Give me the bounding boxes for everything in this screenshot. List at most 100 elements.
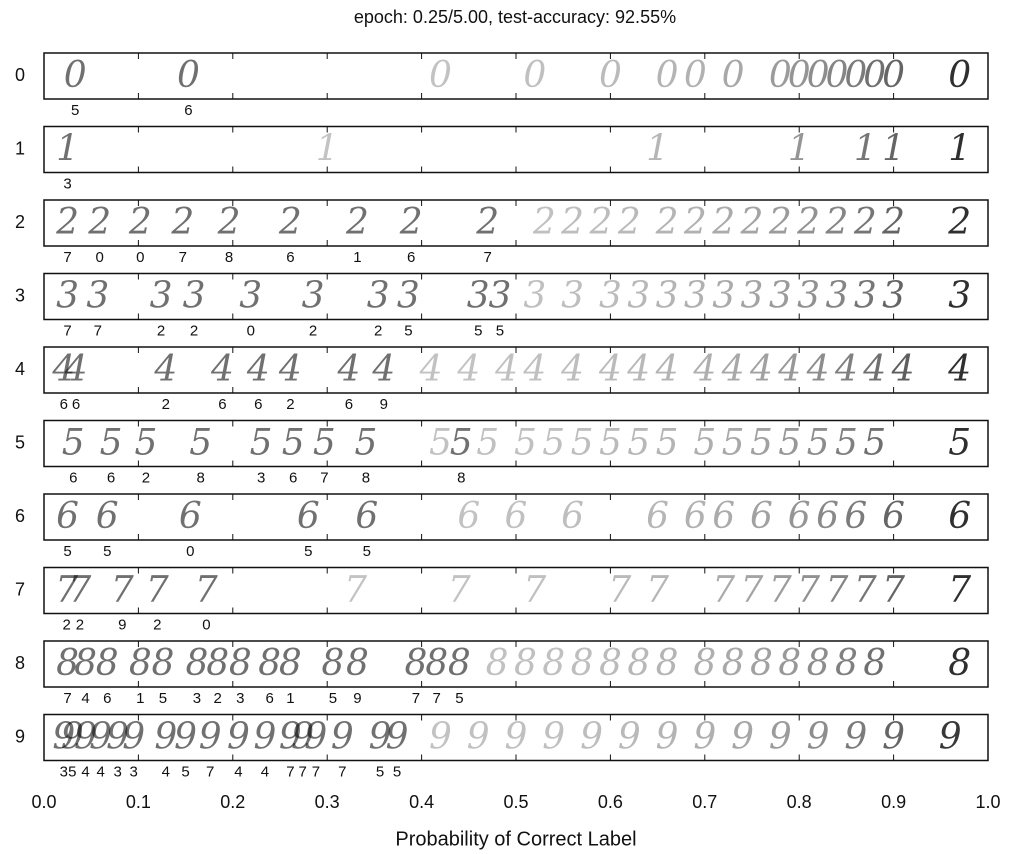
digit-sample: 9 [122, 717, 145, 758]
digit-sample: 9 [580, 717, 603, 758]
row-label: 9 [15, 726, 25, 746]
digit-sample: 4 [806, 349, 830, 390]
predicted-label: 9 [353, 690, 361, 707]
digit-sample: 3 [239, 276, 262, 317]
digit-sample: 9 [89, 717, 112, 758]
digit-sample: 9 [769, 717, 792, 758]
digit-sample: 9 [199, 717, 222, 758]
row-label: 7 [15, 579, 25, 599]
digit-sample: 4 [494, 349, 518, 390]
digit-sample: 5 [571, 423, 594, 464]
digit-sample: 5 [313, 423, 336, 464]
digit-sample: 9 [618, 717, 641, 758]
digit-sample: 2 [768, 202, 792, 243]
digit-sample: 3 [627, 276, 650, 317]
digit-sample: 7 [523, 570, 546, 611]
digit-sample: 4 [153, 349, 177, 390]
digit-sample: 8 [722, 643, 745, 684]
predicted-label: 6 [265, 690, 273, 707]
digit-sample: 2 [55, 202, 79, 243]
digit-sample: 8 [206, 643, 229, 684]
predicted-label: 7 [298, 763, 306, 780]
digit-sample: 2 [560, 202, 584, 243]
digit-sample: 0 [64, 55, 87, 96]
predicted-label: 7 [63, 322, 71, 339]
chart-title: epoch: 0.25/5.00, test-accuracy: 92.55% [354, 7, 676, 27]
predicted-label: 1 [286, 690, 294, 707]
digit-sample: 3 [948, 276, 971, 317]
digit-sample: 3 [150, 276, 173, 317]
predicted-label: 6 [345, 396, 353, 413]
digit-sample: 5 [134, 423, 157, 464]
predicted-label: 3 [60, 763, 68, 780]
digit-sample: 4 [371, 349, 395, 390]
digit-sample: 8 [750, 643, 773, 684]
digit-sample: 3 [684, 276, 707, 317]
predicted-label: 5 [363, 543, 371, 560]
digit-sample: 2 [947, 202, 971, 243]
digit-sample: 9 [386, 717, 409, 758]
x-tick-label: 0.9 [881, 792, 906, 812]
digit-sample: 8 [258, 643, 281, 684]
digit-sample: 0 [684, 55, 707, 96]
digit-sample: 5 [354, 423, 377, 464]
digit-sample: 5 [750, 423, 773, 464]
digit-sample: 5 [100, 423, 123, 464]
digit-sample: 5 [189, 423, 212, 464]
x-tick-label: 0.0 [31, 792, 56, 812]
row-label: 3 [15, 285, 25, 305]
predicted-label: 7 [286, 763, 294, 780]
digit-sample: 2 [589, 202, 613, 243]
digit-sample: 8 [835, 643, 858, 684]
predicted-label: 6 [254, 396, 262, 413]
predicted-label: 5 [304, 543, 312, 560]
digit-sample: 5 [835, 423, 858, 464]
digit-sample: 3 [523, 276, 546, 317]
digit-sample: 7 [797, 570, 820, 611]
digit-sample: 6 [712, 496, 735, 537]
predicted-label: 5 [376, 763, 384, 780]
digit-sample: 9 [154, 717, 177, 758]
digit-sample: 2 [825, 202, 849, 243]
panel [43, 419, 989, 468]
digit-sample: 4 [64, 349, 88, 390]
x-tick-label: 0.2 [220, 792, 245, 812]
predicted-label: 2 [309, 322, 317, 339]
digit-sample: 9 [52, 717, 75, 758]
digit-sample: 8 [486, 643, 509, 684]
digit-sample: 0 [882, 55, 905, 96]
predicted-label: 5 [68, 763, 76, 780]
digit-sample: 0 [656, 55, 679, 96]
digit-sample: 6 [561, 496, 584, 537]
predicted-label: 2 [214, 690, 222, 707]
digit-sample: 5 [627, 423, 650, 464]
digit-sample: 3 [86, 276, 109, 317]
predicted-label: 7 [412, 690, 420, 707]
digit-sample: 8 [229, 643, 252, 684]
digit-sample: 7 [55, 570, 78, 611]
row-label: 5 [15, 432, 25, 452]
predicted-label: 6 [72, 396, 80, 413]
digit-sample: 2 [881, 202, 905, 243]
predicted-label: 8 [225, 249, 233, 266]
digit-sample: 3 [797, 276, 820, 317]
digit-sample: 8 [571, 643, 594, 684]
digit-sample: 3 [656, 276, 679, 317]
predicted-label: 3 [63, 175, 71, 192]
digit-sample: 2 [345, 202, 369, 243]
digit-sample: 5 [948, 423, 971, 464]
digit-sample: 6 [297, 496, 320, 537]
digit-sample: 8 [514, 643, 537, 684]
digit-sample: 7 [195, 570, 218, 611]
digit-sample: 4 [278, 349, 302, 390]
digit-sample: 1 [788, 129, 811, 170]
digit-sample: 0 [769, 55, 792, 96]
digit-sample: 9 [291, 717, 314, 758]
predicted-label: 0 [186, 543, 194, 560]
digit-sample: 4 [834, 349, 858, 390]
row-label: 4 [15, 359, 25, 379]
digit-sample: 9 [731, 717, 754, 758]
predicted-label: 6 [107, 469, 115, 486]
digit-sample: 1 [854, 129, 877, 170]
digit-sample: 9 [807, 717, 830, 758]
